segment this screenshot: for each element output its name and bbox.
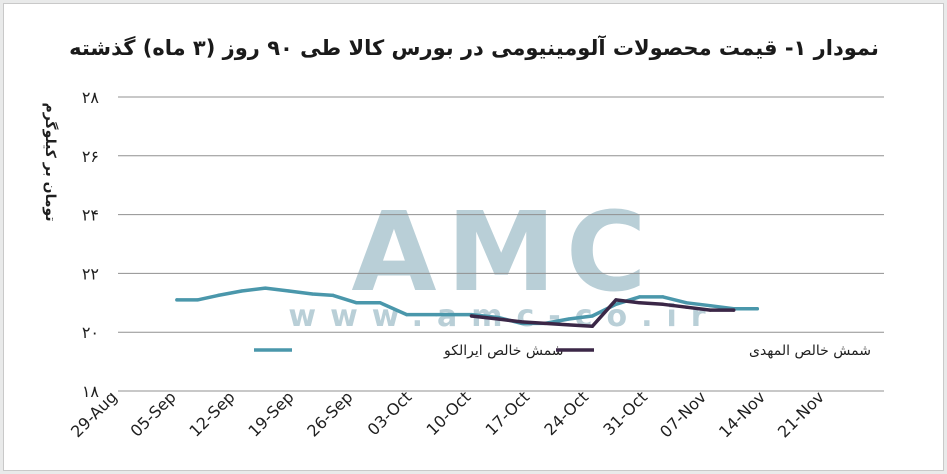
x-tick-label: 03-Oct <box>364 387 416 439</box>
x-tick-label: 31-Oct <box>599 387 651 439</box>
x-tick-label: 19-Sep <box>244 387 297 440</box>
data-point <box>708 304 712 308</box>
data-point <box>287 289 291 293</box>
y-tick-label: ۲۴ <box>82 206 99 225</box>
y-tick-label: ۱۸ <box>82 382 100 401</box>
data-point <box>590 324 594 328</box>
data-point <box>496 317 500 321</box>
data-point <box>567 317 571 321</box>
legend-label: شمش خالص ایرالکو <box>443 343 564 359</box>
data-point <box>520 320 524 324</box>
data-point <box>331 293 335 297</box>
series-line-2 <box>469 298 736 329</box>
chart-title: نمودار ۱- قیمت محصولات آلومینیومی در بور… <box>69 35 879 60</box>
data-point <box>310 292 314 296</box>
data-point <box>434 313 438 317</box>
legend: شمش خالص ایرالکو شمش خالص المهدی <box>254 343 871 359</box>
watermark: AMC www.amc-co.ir <box>288 188 705 334</box>
series-lines <box>175 286 760 329</box>
x-axis: 29-Aug 05-Sep 12-Sep 19-Sep 26-Sep 03-Oct 10-O… <box>67 387 828 441</box>
data-point <box>216 293 220 297</box>
x-tick-label: 24-Oct <box>540 387 592 439</box>
x-tick-label: 26-Sep <box>303 387 356 440</box>
y-axis: ۱۸ ۲۰ ۲۲ ۲۴ ۲۶ ۲۸ <box>82 88 100 401</box>
watermark-logo: AMC <box>351 188 656 316</box>
data-point <box>175 298 179 302</box>
x-tick-label: 17-Oct <box>481 387 533 439</box>
line-chart: نمودار ۱- قیمت محصولات آلومینیومی در بور… <box>42 35 884 441</box>
x-tick-label: 12-Sep <box>185 387 238 440</box>
x-tick-label: 05-Sep <box>127 387 180 440</box>
data-point <box>685 301 689 305</box>
data-point <box>469 314 474 318</box>
x-tick-label: 07-Nov <box>656 387 710 441</box>
y-tick-label: ۲۲ <box>82 264 99 283</box>
y-tick-label: ۲۶ <box>82 147 99 166</box>
x-tick-label: 14-Nov <box>715 387 769 441</box>
data-point <box>732 308 736 312</box>
y-tick-label: ۲۸ <box>82 88 100 107</box>
data-point <box>567 323 571 327</box>
data-point <box>614 302 618 306</box>
chart-frame: نمودار ۱- قیمت محصولات آلومینیومی در بور… <box>3 3 944 471</box>
x-tick-label: 10-Oct <box>423 387 475 439</box>
y-axis-label: تومان بر کیلوگرم <box>42 102 59 221</box>
y-tick-label: ۲۰ <box>82 323 99 342</box>
x-tick-label: 21-Nov <box>774 387 828 441</box>
data-point <box>195 298 200 302</box>
data-point <box>661 295 665 299</box>
data-point <box>755 307 759 311</box>
data-point <box>355 301 359 305</box>
data-point <box>685 305 689 309</box>
data-point <box>637 301 642 305</box>
data-point <box>590 314 594 318</box>
data-point <box>378 301 382 305</box>
data-point <box>543 321 547 325</box>
data-point <box>708 308 712 312</box>
legend-label: شمش خالص المهدی <box>749 343 871 359</box>
data-point <box>614 298 618 302</box>
data-point <box>240 289 244 293</box>
data-point <box>405 313 409 317</box>
gridlines <box>118 96 884 392</box>
data-point <box>263 286 267 290</box>
data-point <box>661 302 665 306</box>
data-point <box>637 295 642 299</box>
